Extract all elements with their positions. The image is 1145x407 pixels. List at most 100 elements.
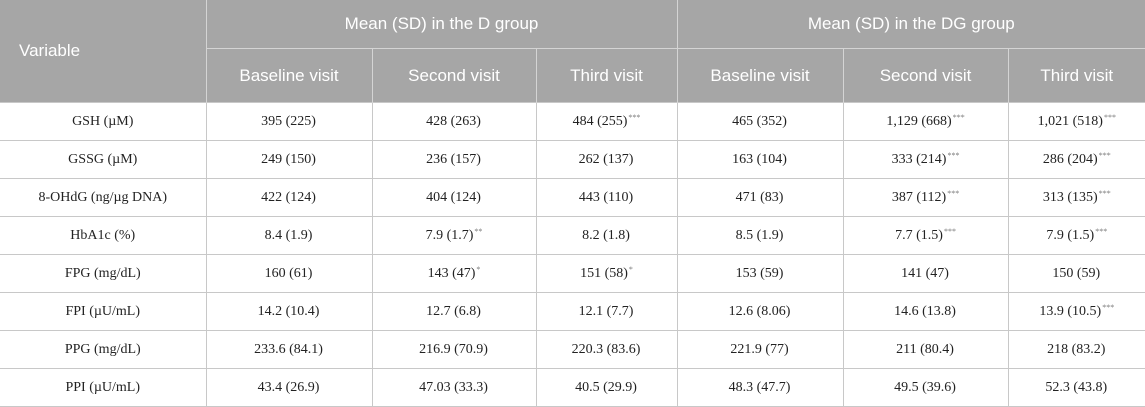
cell-value: 236 (157) <box>426 152 481 167</box>
table-cell: 465 (352) <box>676 102 844 141</box>
table-row: FPI (µU/mL) 14.2 (10.4) 12.7 (6.8) 12.1 (7.… <box>0 292 1145 331</box>
table-cell: 151 (58)* <box>535 254 678 293</box>
cell-value: 404 (124) <box>426 190 481 205</box>
cell-value: 465 (352) <box>732 114 787 129</box>
dg-group-header: Mean (SD) in the DG group <box>676 0 1145 49</box>
table-row: FPG (mg/dL) 160 (61) 143 (47)* 151 (58)* 153… <box>0 254 1145 293</box>
cell-value: 286 (204) <box>1042 152 1098 167</box>
d-third-visit-header: Third visit <box>535 48 678 103</box>
table-cell: 49.5 (39.6) <box>842 368 1009 407</box>
cell-value: 7.7 (1.5) <box>895 228 943 243</box>
row-label: FPI (µU/mL) <box>0 292 206 331</box>
significance-marker: *** <box>1098 151 1111 160</box>
cell-value: 1,129 (668) <box>886 114 952 129</box>
table-cell: 8.2 (1.8) <box>535 216 678 255</box>
table-cell: 40.5 (29.9) <box>535 368 678 407</box>
table-row: GSH (µM) 395 (225) 428 (263) 484 (255)*** 46… <box>0 102 1145 141</box>
cell-value: 12.1 (7.7) <box>578 304 634 319</box>
table-cell: 14.2 (10.4) <box>205 292 372 331</box>
significance-marker: ** <box>474 227 483 236</box>
cell-value: 443 (110) <box>578 190 634 205</box>
table-row: PPI (µU/mL) 43.4 (26.9) 47.03 (33.3) 40.5 (… <box>0 368 1145 407</box>
table-cell: 1,021 (518)*** <box>1007 102 1145 141</box>
table-cell: 52.3 (43.8) <box>1007 368 1145 407</box>
table-cell: 333 (214)*** <box>842 140 1009 179</box>
table-cell: 14.6 (13.8) <box>842 292 1009 331</box>
cell-value: 153 (59) <box>735 266 784 281</box>
significance-marker: *** <box>1102 303 1115 312</box>
significance-marker: *** <box>943 227 956 236</box>
table-cell: 47.03 (33.3) <box>371 368 536 407</box>
cell-value: 8.2 (1.8) <box>582 228 630 243</box>
cell-value: 221.9 (77) <box>730 342 789 357</box>
dg-third-visit-header: Third visit <box>1007 48 1145 103</box>
table-cell: 43.4 (26.9) <box>205 368 372 407</box>
row-label: GSSG (µM) <box>0 140 206 179</box>
cell-value: 151 (58) <box>580 266 628 281</box>
cell-value: 13.9 (10.5) <box>1039 304 1102 319</box>
variable-header: Variable <box>0 0 206 103</box>
table-cell: 8.5 (1.9) <box>676 216 844 255</box>
table-cell: 160 (61) <box>205 254 372 293</box>
table-cell: 221.9 (77) <box>676 330 844 369</box>
table-row: 8-OHdG (ng/µg DNA) 422 (124) 404 (124) 443 … <box>0 178 1145 217</box>
table-cell: 12.1 (7.7) <box>535 292 678 331</box>
cell-value: 216.9 (70.9) <box>419 342 488 357</box>
table-cell: 13.9 (10.5)*** <box>1007 292 1145 331</box>
cell-value: 47.03 (33.3) <box>419 380 488 395</box>
cell-value: 43.4 (26.9) <box>257 380 320 395</box>
table-cell: 216.9 (70.9) <box>371 330 536 369</box>
significance-marker: *** <box>1098 189 1111 198</box>
table-cell: 484 (255)*** <box>535 102 678 141</box>
cell-value: 249 (150) <box>261 152 316 167</box>
cell-value: 40.5 (29.9) <box>575 380 637 395</box>
cell-value: 14.6 (13.8) <box>894 304 956 319</box>
cell-value: 220.3 (83.6) <box>571 342 641 357</box>
cell-value: 48.3 (47.7) <box>728 380 791 395</box>
table-cell: 1,129 (668)*** <box>842 102 1009 141</box>
table-cell: 428 (263) <box>371 102 536 141</box>
table-cell: 211 (80.4) <box>842 330 1009 369</box>
cell-value: 471 (83) <box>735 190 784 205</box>
cell-value: 8.5 (1.9) <box>735 228 784 243</box>
cell-value: 1,021 (518) <box>1037 114 1103 129</box>
table-cell: 218 (83.2) <box>1007 330 1145 369</box>
significance-marker: *** <box>1095 227 1108 236</box>
table-cell: 233.6 (84.1) <box>205 330 372 369</box>
row-label: PPI (µU/mL) <box>0 368 206 407</box>
table-cell: 150 (59) <box>1007 254 1145 293</box>
d-group-header: Mean (SD) in the D group <box>205 0 678 49</box>
table-cell: 249 (150) <box>205 140 372 179</box>
row-label: GSH (µM) <box>0 102 206 141</box>
cell-value: 333 (214) <box>891 152 947 167</box>
table-cell: 313 (135)*** <box>1007 178 1145 217</box>
dg-baseline-visit-header: Baseline visit <box>676 48 844 103</box>
cell-value: 211 (80.4) <box>896 342 954 357</box>
table-cell: 220.3 (83.6) <box>535 330 678 369</box>
table-cell: 387 (112)*** <box>842 178 1009 217</box>
row-label: FPG (mg/dL) <box>0 254 206 293</box>
table-cell: 153 (59) <box>676 254 844 293</box>
table-row: HbA1c (%) 8.4 (1.9) 7.9 (1.7)** 8.2 (1.8) 8.… <box>0 216 1145 255</box>
table-cell: 7.7 (1.5)*** <box>842 216 1009 255</box>
table-cell: 262 (137) <box>535 140 678 179</box>
row-label: 8-OHdG (ng/µg DNA) <box>0 178 206 217</box>
row-label: PPG (mg/dL) <box>0 330 206 369</box>
cell-value: 387 (112) <box>891 190 947 205</box>
cell-value: 313 (135) <box>1042 190 1098 205</box>
table-cell: 236 (157) <box>371 140 536 179</box>
cell-value: 7.9 (1.5) <box>1046 228 1095 243</box>
significance-marker: * <box>628 265 633 274</box>
cell-value: 150 (59) <box>1052 266 1101 281</box>
table-cell: 422 (124) <box>205 178 372 217</box>
cell-value: 14.2 (10.4) <box>257 304 320 319</box>
cell-value: 484 (255) <box>572 114 628 129</box>
cell-value: 49.5 (39.6) <box>894 380 956 395</box>
dg-second-visit-header: Second visit <box>842 48 1009 103</box>
cell-value: 218 (83.2) <box>1047 342 1106 357</box>
row-label: HbA1c (%) <box>0 216 206 255</box>
table-cell: 48.3 (47.7) <box>676 368 844 407</box>
d-second-visit-header: Second visit <box>371 48 536 103</box>
cell-value: 141 (47) <box>901 266 949 281</box>
